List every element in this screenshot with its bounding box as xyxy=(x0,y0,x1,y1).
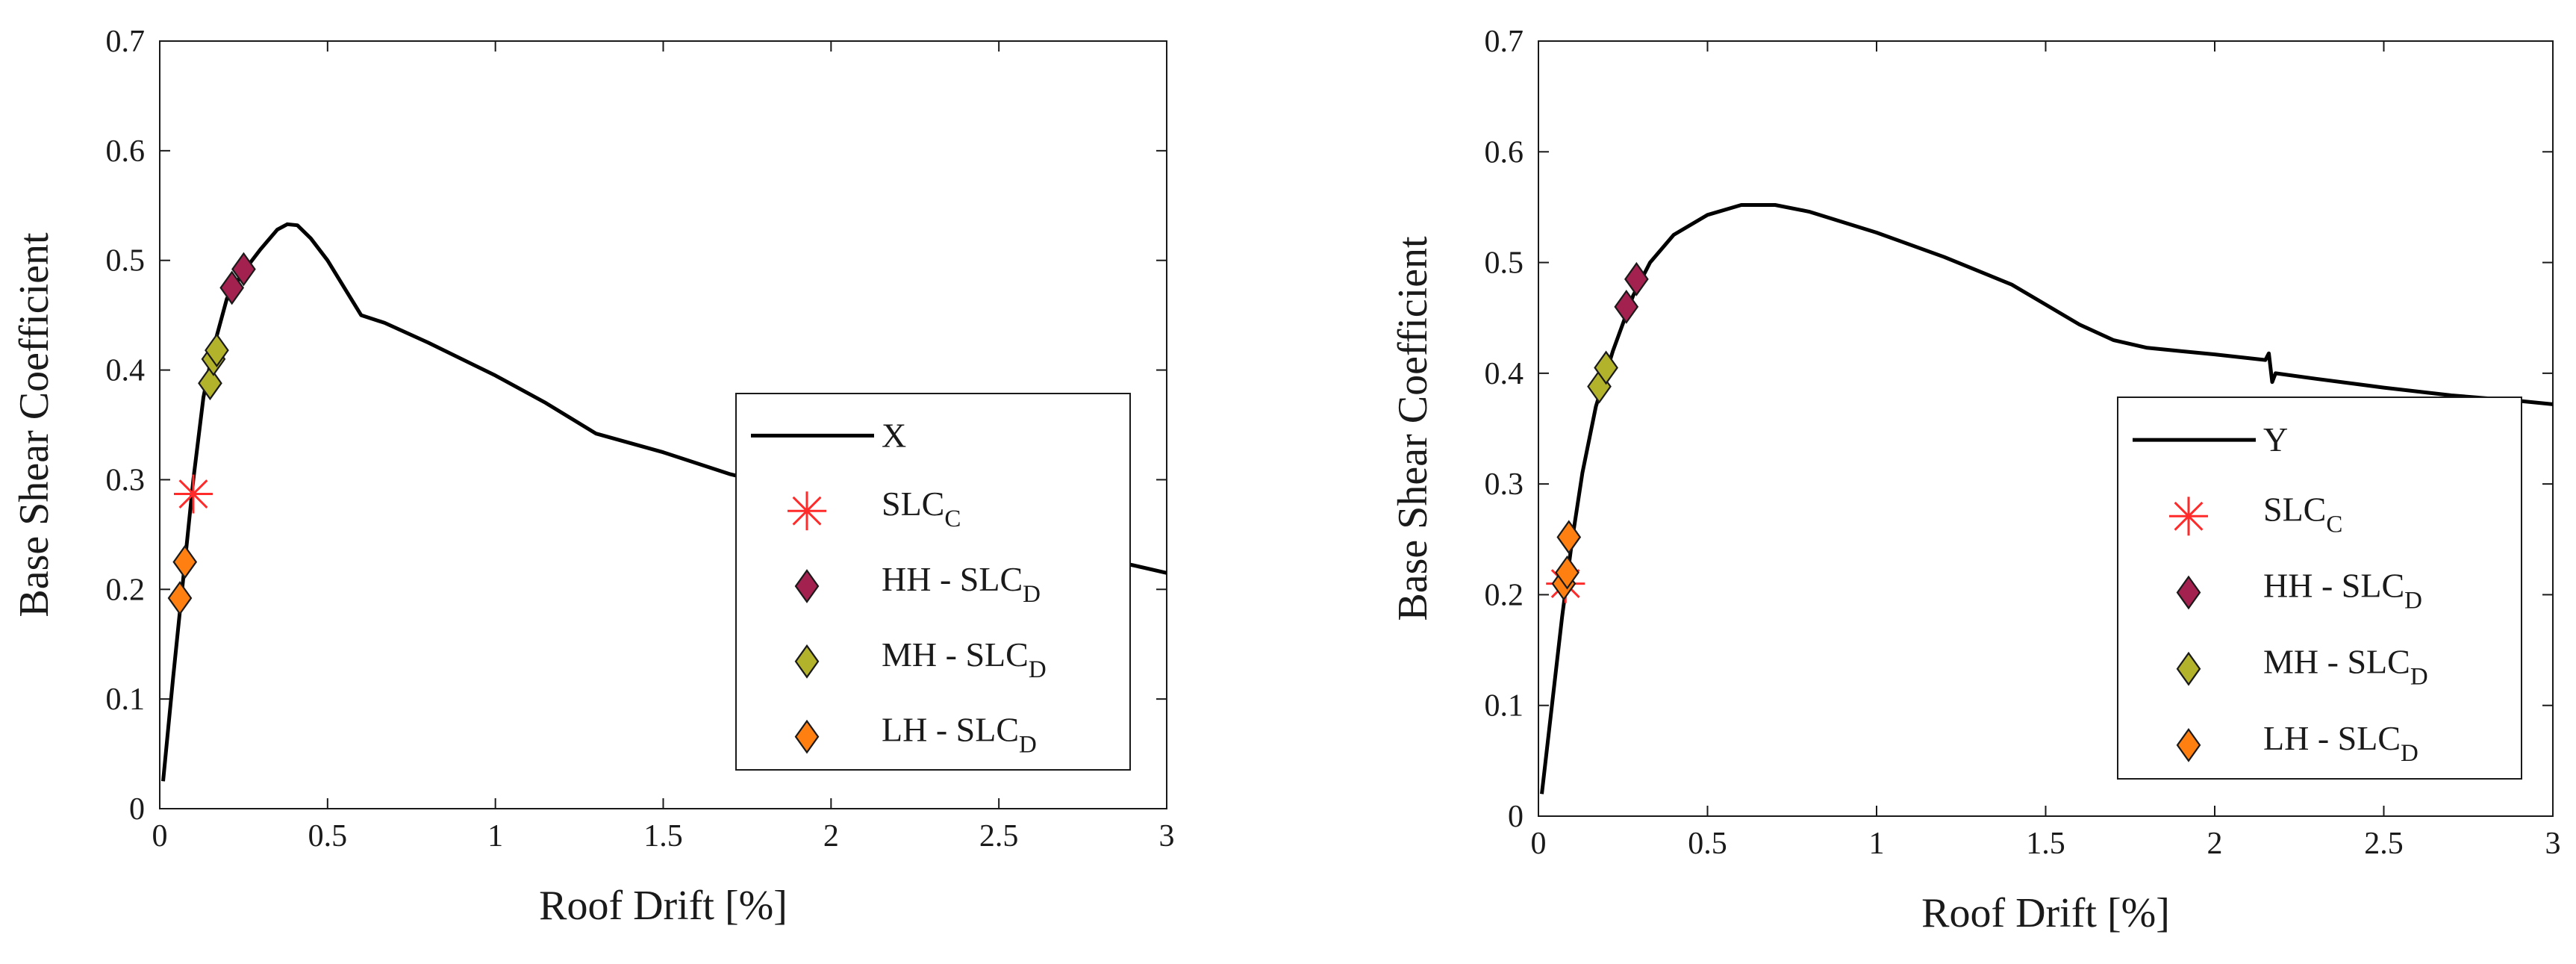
y-tick-label: 0.2 xyxy=(106,573,146,607)
y-tick-label: 0 xyxy=(129,792,145,827)
y-tick-label: 0.1 xyxy=(106,682,146,717)
legend-symbol-3 xyxy=(794,644,820,679)
y-tick-label: 0.5 xyxy=(106,244,146,279)
legend-symbol-4 xyxy=(794,719,820,754)
legend-label-4: LH - SLCD xyxy=(882,711,1037,759)
x-axis-label: Roof Drift [%] xyxy=(1921,890,2170,936)
x-tick-label: 2.5 xyxy=(2364,827,2404,861)
data-marker-hhslcd xyxy=(1614,289,1639,324)
data-marker-lhslcd xyxy=(172,544,198,579)
x-tick-label: 0.5 xyxy=(308,819,348,853)
y-tick-label: 0.3 xyxy=(106,463,146,497)
data-marker-mhslcd xyxy=(1594,350,1618,385)
y-tick-label: 0.6 xyxy=(1485,135,1524,170)
data-marker-hhslcd xyxy=(231,252,256,287)
y-tick-label: 0.4 xyxy=(1485,357,1524,391)
data-marker-mhslcd xyxy=(205,333,229,368)
y-tick-label: 0.5 xyxy=(1485,246,1524,281)
legend-label-curve: Y xyxy=(2263,420,2288,458)
y-axis-label: Base Shear Coefficient xyxy=(1390,236,1436,621)
legend: Y SLCC HH - SLCD MH - SLCD LH - SLCD xyxy=(2117,397,2522,780)
x-tick-label: 2 xyxy=(823,819,839,853)
legend-symbol-1 xyxy=(2169,497,2208,536)
x-tick-label: 0 xyxy=(152,819,168,853)
legend-label-2: HH - SLCD xyxy=(882,560,1041,608)
x-tick-label: 0.5 xyxy=(1688,827,1727,861)
y-tick-label: 0.3 xyxy=(1485,467,1524,502)
x-tick-label: 2 xyxy=(2207,827,2223,861)
legend-symbol-2 xyxy=(2176,575,2201,610)
data-marker-hhslcd xyxy=(1624,261,1649,296)
data-marker-slcc-stroke xyxy=(178,479,208,509)
chart-panel-2: 0 0.5 1 1.5 2 2.5 3 0 0.1 0.2 0.3 0.4 0.5 0.6 0.7 Roof … xyxy=(1390,25,2561,936)
legend-symbol-1-stroke xyxy=(2174,501,2204,531)
x-tick-label: 3 xyxy=(2545,827,2561,861)
y-tick-label: 0.7 xyxy=(1485,25,1524,59)
y-tick-label: 0 xyxy=(1508,800,1524,834)
x-tick-label: 1.5 xyxy=(2026,827,2065,861)
legend-symbol-3 xyxy=(2176,651,2201,686)
data-marker-lhslcd xyxy=(167,581,193,615)
legend-label-curve: X xyxy=(882,416,906,454)
x-tick-label: 2.5 xyxy=(979,819,1019,853)
x-axis-label: Roof Drift [%] xyxy=(539,883,788,929)
data-marker-hhslcd xyxy=(219,270,245,305)
data-marker-lhslcd xyxy=(1556,520,1582,555)
legend-label-1: SLCC xyxy=(2263,490,2342,538)
legend-label-2: HH - SLCD xyxy=(2263,567,2422,615)
chart-panel-1: 0 0.5 1 1.5 2 2.5 3 0 0.1 0.2 0.3 0.4 0.5 0.6 0.7 Roof … xyxy=(11,25,1175,929)
y-tick-label: 0.2 xyxy=(1485,578,1524,612)
x-tick-label: 1 xyxy=(1869,827,1885,861)
legend-label-3: MH - SLCD xyxy=(2263,643,2428,691)
x-tick-label: 1.5 xyxy=(643,819,683,853)
y-tick-label: 0.7 xyxy=(106,25,146,59)
x-tick-label: 0 xyxy=(1531,827,1547,861)
y-axis-label: Base Shear Coefficient xyxy=(11,232,57,618)
legend-label-1: SLCC xyxy=(882,485,961,532)
data-marker-mhslcd xyxy=(198,366,222,401)
y-tick-label: 0.6 xyxy=(106,134,146,169)
y-tick-label: 0.4 xyxy=(106,354,146,388)
legend-label-3: MH - SLCD xyxy=(882,635,1047,683)
x-tick-label: 1 xyxy=(487,819,503,853)
legend-box xyxy=(2117,397,2522,780)
data-marker-lhslcd xyxy=(1555,555,1579,590)
legend: X SLCC HH - SLCD MH - SLCD LH - SLCD xyxy=(735,393,1131,771)
legend-symbol-2 xyxy=(794,569,820,603)
legend-symbol-1 xyxy=(788,491,826,531)
y-tick-label: 0.1 xyxy=(1485,689,1524,724)
legend-label-4: LH - SLCD xyxy=(2263,719,2418,767)
legend-symbol-4 xyxy=(2176,728,2201,762)
x-tick-label: 3 xyxy=(1159,819,1175,853)
legend-symbol-1-stroke xyxy=(792,496,822,526)
data-marker-slcc xyxy=(173,474,213,514)
